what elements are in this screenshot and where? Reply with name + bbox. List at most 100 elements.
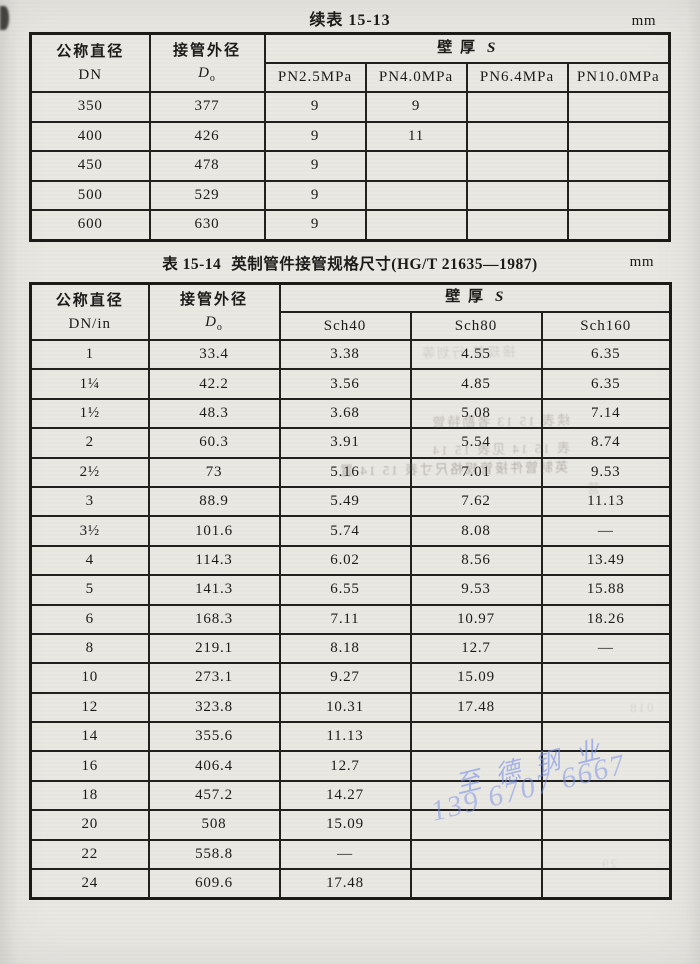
cell: 609.6 xyxy=(147,868,281,900)
table-row: 12 323.8 10.31 17.48 xyxy=(29,691,672,724)
cell: 457.2 xyxy=(147,779,281,812)
cell: 8 xyxy=(29,632,150,665)
cell: 6.35 xyxy=(540,338,672,371)
cell: 22 xyxy=(29,838,150,871)
cell: 12 xyxy=(29,691,150,724)
table-row: 10 273.1 9.27 15.09 xyxy=(29,662,672,694)
header-pn100: PN10.0MPa xyxy=(566,62,671,93)
header-nominal-diameter: 公称直径 DN xyxy=(29,32,151,93)
page-header: 续表 15-13 mm xyxy=(0,6,700,29)
cell: 4.85 xyxy=(409,368,543,400)
table-row: 2 60.3 3.91 5.54 8.74 xyxy=(29,427,672,459)
table-row: 3 88.9 5.49 7.62 11.13 xyxy=(29,485,672,518)
cell: 7.62 xyxy=(409,485,543,518)
cell: 1½ xyxy=(29,397,150,430)
cell: 60.3 xyxy=(147,427,281,459)
cell: 7.14 xyxy=(540,397,672,430)
cell: 355.6 xyxy=(147,721,281,753)
cell: 6.02 xyxy=(278,544,412,577)
cell: 12.7 xyxy=(278,750,412,782)
cell: 406.4 xyxy=(147,750,281,782)
cell: 20 xyxy=(29,809,150,841)
cell xyxy=(364,150,468,182)
table-15-13-body: 350 377 9 9 400 426 9 11 450 478 9 500 529 9 600 630 9 xyxy=(29,91,671,241)
cell: — xyxy=(540,515,672,547)
cell: 15.09 xyxy=(278,809,412,841)
cell: 1 xyxy=(29,338,150,371)
cell: 9.53 xyxy=(540,456,672,488)
cell: 7.01 xyxy=(409,456,543,488)
cell: 15.88 xyxy=(540,574,672,606)
cell: 9 xyxy=(263,209,367,241)
cell: 18.26 xyxy=(540,603,672,635)
cell: 350 xyxy=(29,91,151,123)
cell: 13.49 xyxy=(540,544,672,577)
cell: 3.56 xyxy=(278,368,412,400)
cell: 33.4 xyxy=(147,338,281,371)
table-row: 2½ 73 5.16 7.01 9.53 xyxy=(29,456,672,488)
cell: 8.08 xyxy=(409,515,543,547)
cell: 88.9 xyxy=(147,485,281,518)
cell: 400 xyxy=(29,120,151,152)
cell: 9.27 xyxy=(278,662,412,694)
cell: 5.49 xyxy=(278,485,412,518)
cell xyxy=(540,868,672,900)
cell: 11.13 xyxy=(278,721,412,753)
table-row: 20 508 15.09 xyxy=(29,809,672,841)
table-row: 400 426 9 11 xyxy=(29,120,671,152)
cell xyxy=(540,721,672,753)
cell: 529 xyxy=(148,179,266,211)
table-row: 1¼ 42.2 3.56 4.85 6.35 xyxy=(29,368,672,400)
cell: — xyxy=(278,838,412,871)
cell: 3 xyxy=(29,485,150,518)
cell xyxy=(540,809,672,841)
cell: 10.31 xyxy=(278,691,412,724)
cell xyxy=(566,150,671,182)
cell: 3.68 xyxy=(278,397,412,430)
cell: 15.09 xyxy=(409,662,543,694)
cell: 7.11 xyxy=(278,603,412,635)
unit-label-top: mm xyxy=(631,13,656,29)
cell: 6 xyxy=(29,603,150,635)
table-row: 14 355.6 11.13 xyxy=(29,721,672,753)
cell xyxy=(409,779,543,812)
header-nominal-diameter-in: 公称直径 DN/in xyxy=(29,282,150,341)
header-pn40: PN4.0MPa xyxy=(364,62,468,93)
cell xyxy=(409,750,543,782)
cell: 3.38 xyxy=(278,338,412,371)
cell xyxy=(566,91,671,123)
cell: 5.16 xyxy=(278,456,412,488)
cell xyxy=(364,209,468,241)
table-row: 6 168.3 7.11 10.97 18.26 xyxy=(29,603,672,635)
table-row: 24 609.6 17.48 xyxy=(29,868,672,900)
cell: 9 xyxy=(263,91,367,123)
cell: 6.35 xyxy=(540,368,672,400)
cell xyxy=(465,91,569,123)
table-row: 450 478 9 xyxy=(29,150,671,182)
cell: 8.18 xyxy=(278,632,412,665)
table-15-14-caption: 表 15-14 英制管件接管规格尺寸(HG/T 21635—1987) xyxy=(0,252,700,274)
cell: 141.3 xyxy=(147,574,281,606)
cell: 500 xyxy=(29,179,151,211)
cell: 5.54 xyxy=(409,427,543,459)
header-sch80: Sch80 xyxy=(409,311,543,341)
cell: 5.08 xyxy=(409,397,543,430)
header-outer-diameter: 接管外径 Do xyxy=(147,282,281,341)
cell xyxy=(409,838,543,871)
cell: 600 xyxy=(29,209,151,241)
cell: 9 xyxy=(263,150,367,182)
cell: 6.55 xyxy=(278,574,412,606)
cell xyxy=(566,120,671,152)
cell: 48.3 xyxy=(147,397,281,430)
cell: 5.74 xyxy=(278,515,412,547)
table-row: 4 114.3 6.02 8.56 13.49 xyxy=(29,544,672,577)
cell xyxy=(540,662,672,694)
cell xyxy=(409,809,543,841)
cell: 42.2 xyxy=(147,368,281,400)
cell: 3½ xyxy=(29,515,150,547)
cell xyxy=(409,868,543,900)
